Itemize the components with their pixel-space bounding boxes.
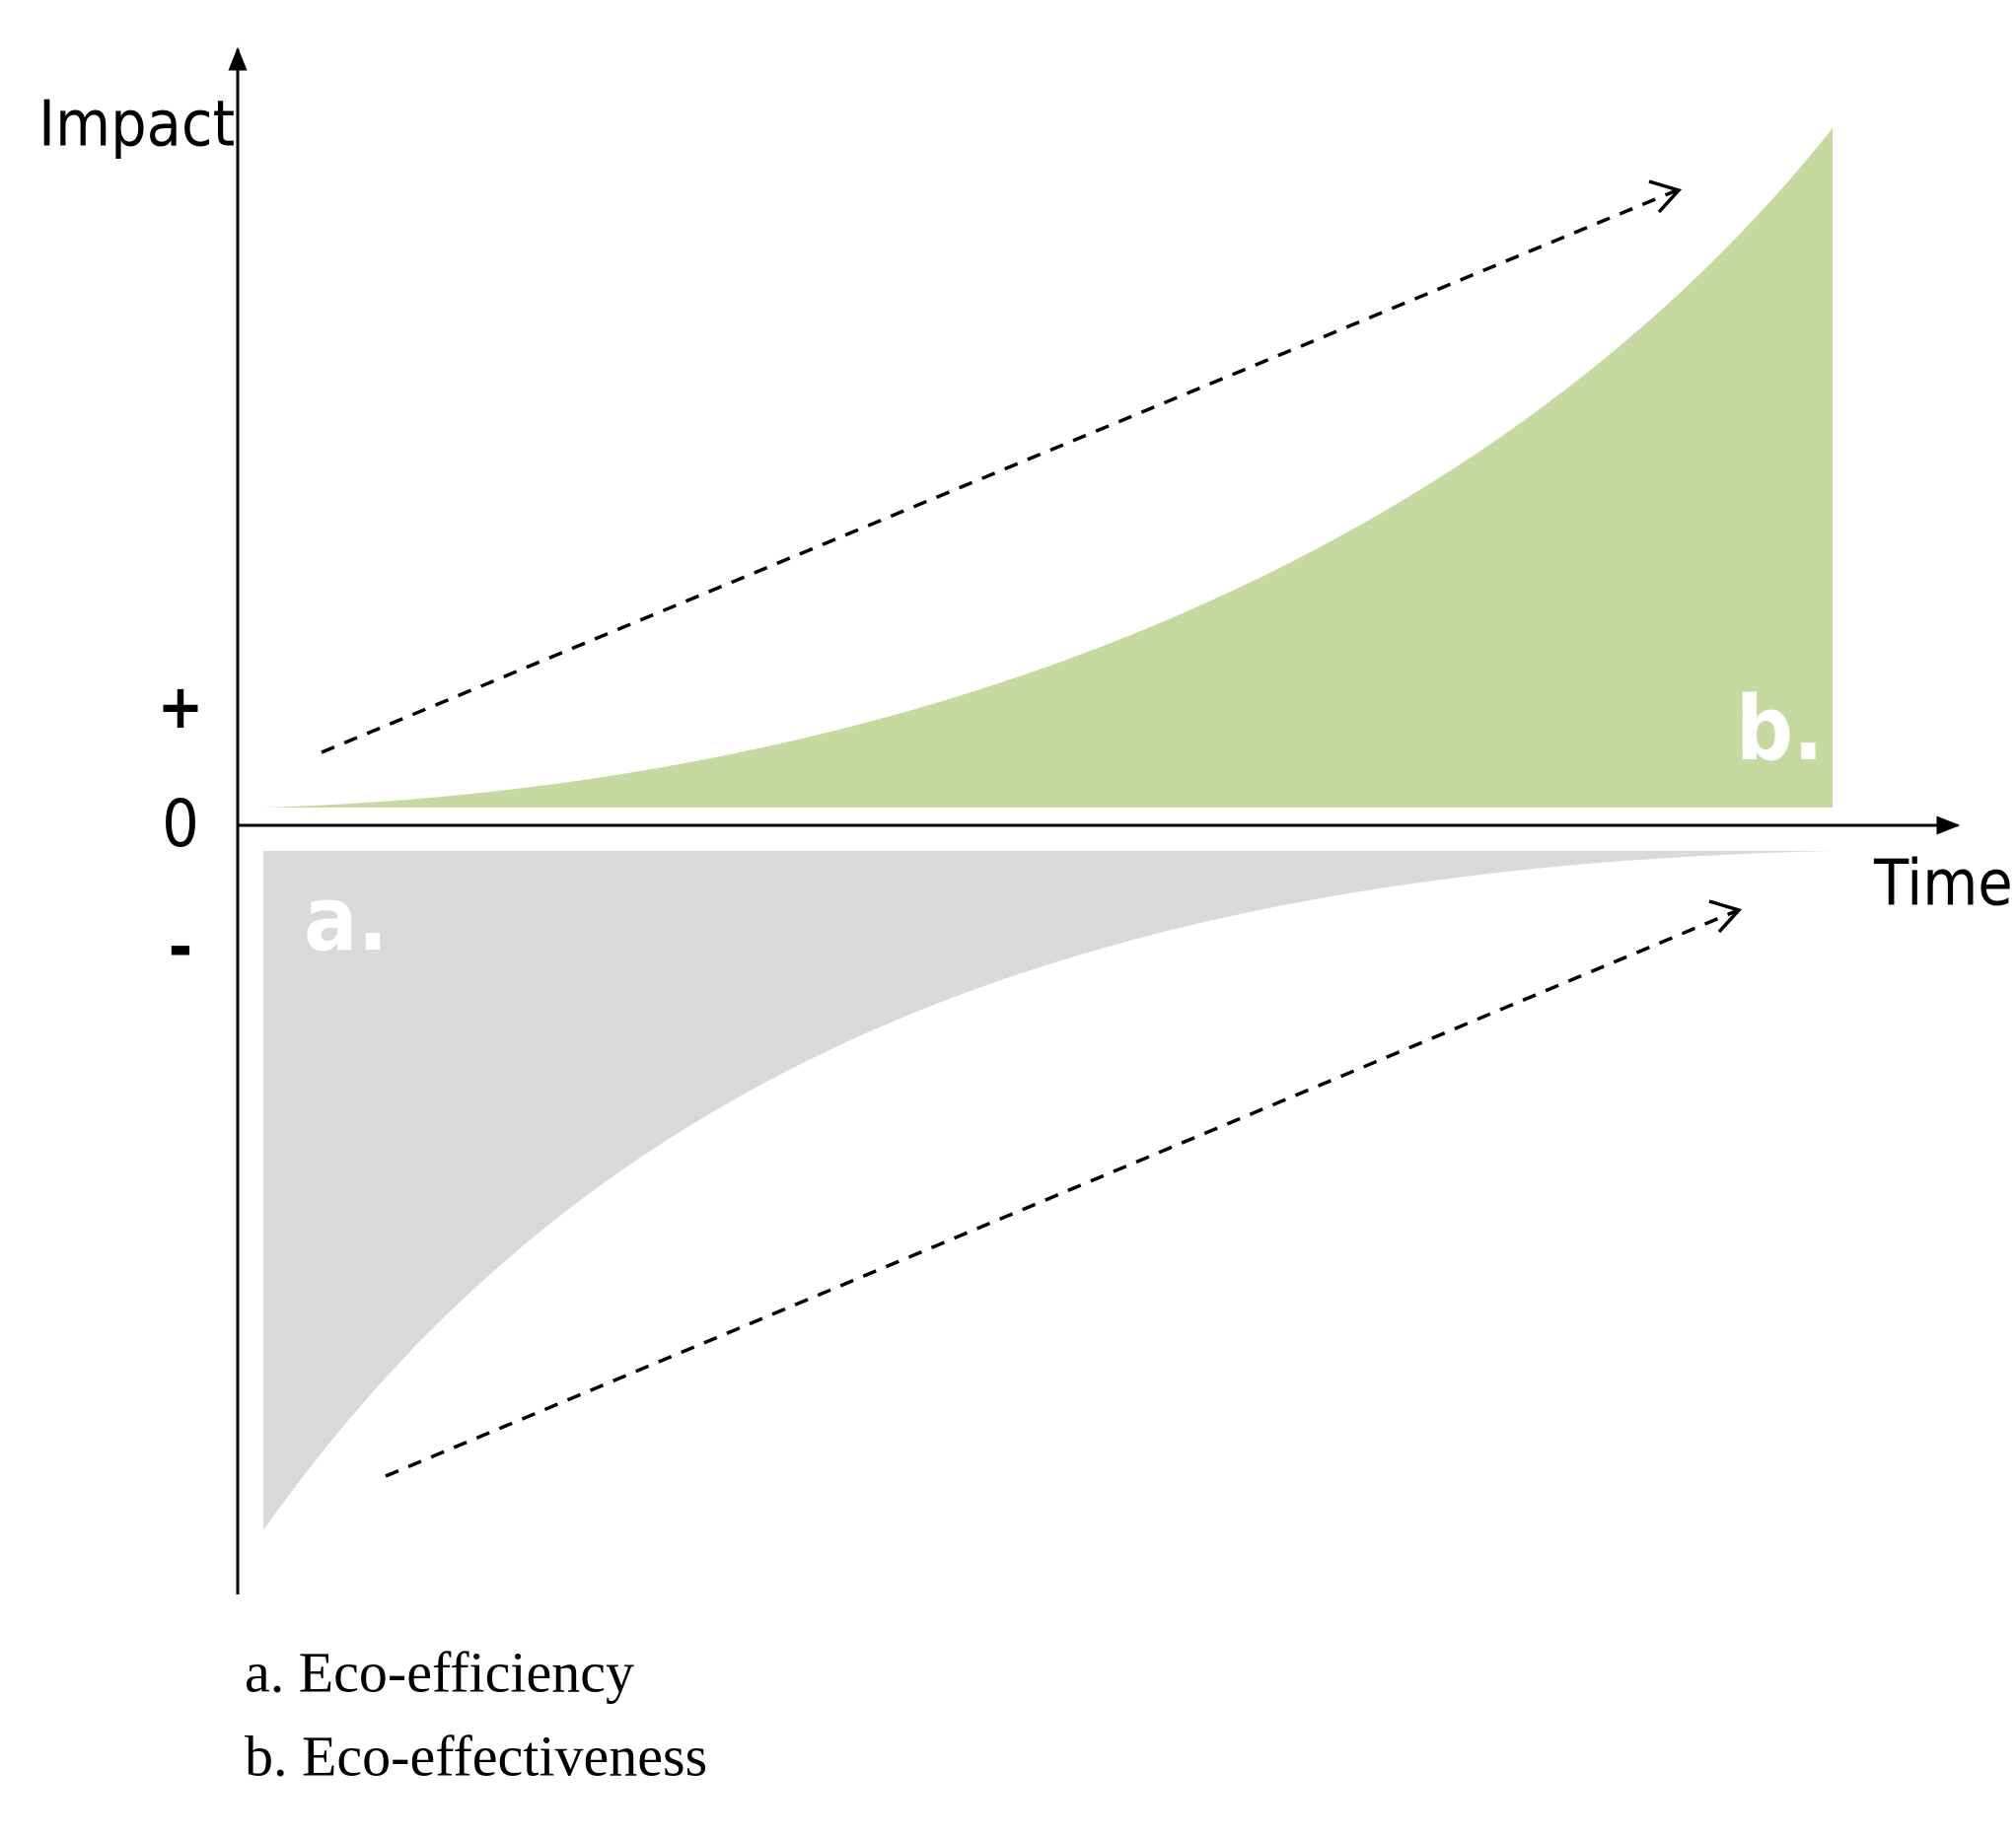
region-label: b. (1736, 677, 1824, 781)
legend-entry: b. Eco-effectiveness (245, 1724, 707, 1788)
minus-label: - (169, 909, 193, 985)
plus-label: + (158, 671, 204, 742)
y-axis-label: Impact (38, 89, 235, 162)
trend-arrow-head (1648, 179, 1683, 214)
zero-label: 0 (162, 786, 199, 862)
region-label: a. (304, 868, 388, 971)
region-b (263, 128, 1833, 808)
x-axis-label: Time (1873, 848, 2013, 921)
region-a (263, 851, 1833, 1530)
trend-arrow-head (1708, 899, 1743, 934)
legend-entry: a. Eco-efficiency (245, 1640, 634, 1704)
trend-arrow (385, 909, 1737, 1478)
